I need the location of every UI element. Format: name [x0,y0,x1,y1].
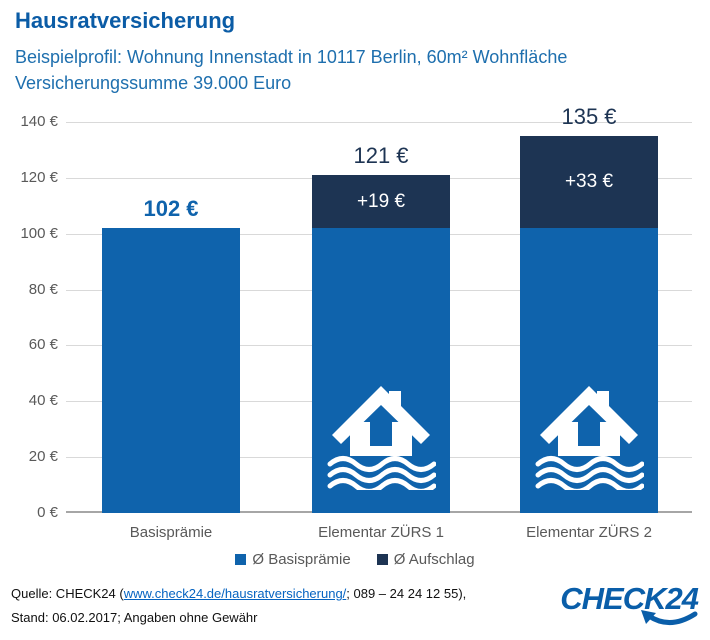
check24-logo-text: CHECK24 [560,581,699,616]
gridline [66,122,692,123]
y-axis-tick-label: 60 € [28,336,58,354]
bar-surcharge-label: +19 € [356,190,406,212]
check24-logo: CHECK24 [550,579,702,631]
x-axis-category-label: Elementar ZÜRS 2 [526,524,652,541]
legend-label-basispraemie: Ø Basisprämie [252,551,351,568]
bar-total-label: 121 € [353,143,409,169]
bar-surcharge-segment [312,175,450,229]
page-title: Hausratversicherung [15,8,236,33]
x-axis-category-label: Basisprämie [129,524,213,541]
plot-area: 102 € Basisprämie +19 € 121 € Elementar ZÜRS… [66,104,692,541]
legend-item-aufschlag: Ø Aufschlag [376,551,475,568]
legend-swatch-aufschlag [376,554,388,565]
y-axis-tick-label: 120 € [20,168,58,186]
house-flood-icon [534,384,645,494]
bar-surcharge-segment [520,135,658,229]
legend-label-aufschlag: Ø Aufschlag [393,551,475,568]
y-axis-tick-label: 0 € [37,504,58,521]
x-axis-category-label: Elementar ZÜRS 1 [318,524,444,541]
source-prefix: Quelle: CHECK24 ( [11,586,124,601]
bar-total-label: 102 € [143,196,199,222]
y-axis-tick-label: 20 € [28,448,58,466]
house-flood-icon [326,384,437,494]
legend-item-basispraemie: Ø Basisprämie [235,551,351,568]
source-link[interactable]: www.check24.de/hausratversicherung/ [123,586,347,601]
y-axis-tick-label: 80 € [28,280,58,298]
chart-legend: Ø Basisprämie Ø Aufschlag [0,551,710,568]
y-axis-tick-label: 100 € [20,224,58,242]
subtitle-line-2: Versicherungssumme 39.000 Euro [15,73,292,93]
source-line: Quelle: CHECK24 (www.check24.de/hausratv… [11,586,466,601]
bar-base-segment [102,228,240,513]
logo-arrow-icon [641,610,698,625]
bar-total-label: 135 € [561,103,617,129]
y-axis-tick-label: 40 € [28,392,58,410]
bar-surcharge-label: +33 € [564,171,614,193]
subtitle-line-1: Beispielprofil: Wohnung Innenstadt in 10… [15,47,568,67]
chart-subtitle: Beispielprofil: Wohnung Innenstadt in 10… [15,44,567,96]
y-axis-tick-label: 140 € [20,113,58,130]
source-suffix: ; 089 – 24 24 12 55), [346,586,467,601]
stand-line: Stand: 06.02.2017; Angaben ohne Gewähr [11,610,258,625]
bar-chart: 102 € Basisprämie +19 € 121 € Elementar ZÜRS… [20,104,692,541]
legend-swatch-basispraemie [235,554,247,565]
